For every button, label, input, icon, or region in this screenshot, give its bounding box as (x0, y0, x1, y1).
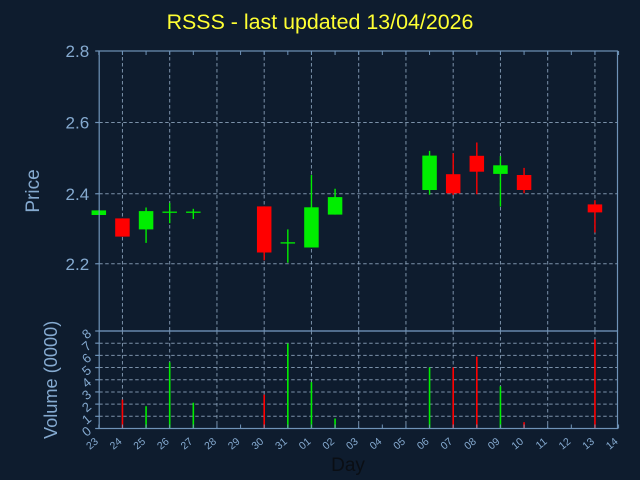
svg-text:2.8: 2.8 (66, 42, 90, 61)
svg-text:RSSS - last updated 13/04/2026: RSSS - last updated 13/04/2026 (167, 10, 474, 34)
svg-text:Volume (0000): Volume (0000) (41, 321, 61, 439)
svg-text:2.2: 2.2 (66, 255, 90, 274)
svg-text:Price: Price (23, 169, 44, 212)
svg-text:Day: Day (331, 455, 365, 476)
svg-text:2.6: 2.6 (66, 114, 90, 133)
svg-text:2.4: 2.4 (66, 185, 90, 204)
